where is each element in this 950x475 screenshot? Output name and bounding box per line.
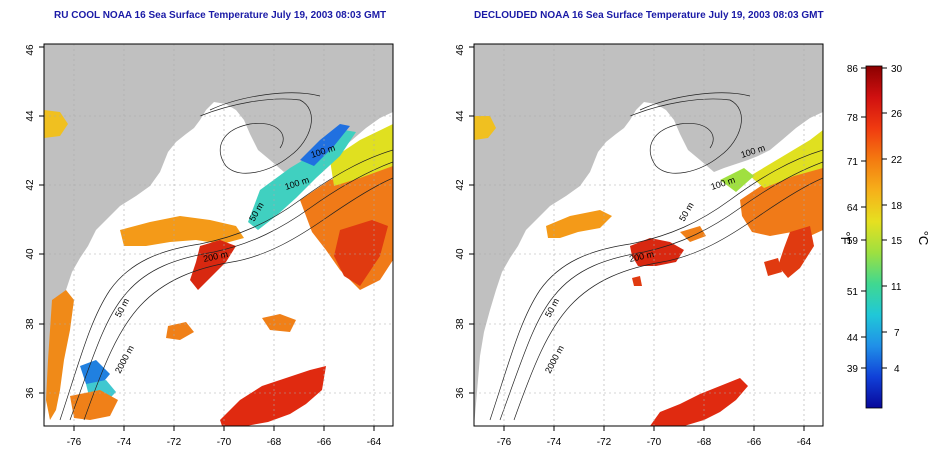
sst-patch-red-mid (190, 240, 236, 290)
colorbar-ticks (861, 67, 887, 369)
x-tick-label: -74 (547, 437, 562, 448)
celsius-tick-label: 11 (891, 282, 902, 293)
sst-patch-cyan-shelf (248, 130, 356, 230)
x-tick-label: -72 (167, 437, 182, 448)
x-tick-label: -76 (497, 437, 512, 448)
sst-patch-orange-mid (120, 216, 244, 246)
sst-patch-red-small (764, 258, 782, 276)
sst-patch-small-b (166, 322, 194, 340)
sst-patch-orange-south (70, 390, 118, 420)
y-tick-label: 46 (455, 44, 466, 56)
fahrenheit-tick-label: 86 (847, 64, 859, 75)
sst-patch-orange-small (680, 226, 706, 242)
y-tick-label: 44 (25, 110, 36, 122)
fahrenheit-tick-label: 51 (847, 287, 859, 298)
x-tick-label: -76 (67, 437, 82, 448)
x-tick-label: -64 (797, 437, 812, 448)
right-map-panel: 100 m 100 m 50 m 200 m 50 m 2000 m -76 -… (455, 43, 824, 448)
left-y-axis: 36 38 40 42 44 46 (25, 44, 44, 399)
right-map-title: DECLOUDED NOAA 16 Sea Surface Temperatur… (474, 10, 824, 21)
y-tick-label: 46 (25, 44, 36, 56)
sst-patch-hot-east (778, 226, 814, 278)
fahrenheit-unit-label: °F (838, 231, 853, 244)
land-east (340, 66, 393, 92)
celsius-tick-label: 26 (891, 109, 903, 120)
fahrenheit-tick-label: 59 (847, 236, 859, 247)
fahrenheit-tick-label: 71 (847, 157, 859, 168)
x-tick-label: -68 (697, 437, 712, 448)
sst-patch-gulfstream (220, 366, 326, 426)
sst-patch-yellow-ne (750, 130, 823, 188)
sst-patch-coast (46, 290, 74, 420)
right-map-frame (473, 43, 824, 427)
left-map-title: RU COOL NOAA 16 Sea Surface Temperature … (54, 10, 387, 21)
y-tick-label: 38 (25, 318, 36, 330)
colorbar-scale (865, 65, 883, 409)
x-tick-label: -64 (367, 437, 382, 448)
y-tick-label: 44 (455, 110, 466, 122)
land-east (770, 66, 823, 92)
sst-patch-blue-coast (80, 360, 110, 386)
celsius-tick-label: 18 (891, 201, 903, 212)
sst-patch-blue-shelf (300, 124, 350, 166)
celsius-tick-label: 4 (894, 364, 900, 375)
x-tick-label: -66 (317, 437, 332, 448)
y-tick-label: 40 (455, 248, 466, 260)
fahrenheit-tick-label: 39 (847, 364, 859, 375)
celsius-tick-label: 15 (891, 236, 903, 247)
fahrenheit-tick-label: 44 (847, 333, 859, 344)
x-tick-label: -74 (117, 437, 132, 448)
right-grid (474, 44, 823, 426)
land-nova-scotia (710, 74, 786, 110)
left-x-axis: -76 -74 -72 -70 -68 -66 -64 (67, 426, 382, 448)
sst-patch-orange-mid (546, 210, 612, 238)
land-nova-scotia (280, 74, 356, 110)
left-grid (44, 44, 393, 426)
sst-patch-gulfstream (650, 378, 748, 426)
fahrenheit-tick-label: 78 (847, 113, 859, 124)
x-tick-label: -70 (217, 437, 232, 448)
y-tick-label: 36 (25, 387, 36, 399)
y-tick-label: 38 (455, 318, 466, 330)
y-tick-label: 36 (455, 387, 466, 399)
sst-patch-hot-east (334, 220, 388, 286)
celsius-tick-label: 7 (894, 328, 900, 339)
sst-patch-yellow-west (474, 116, 496, 140)
x-tick-label: -72 (597, 437, 612, 448)
sst-patch-green-shelf (720, 168, 754, 192)
bathymetry-contours (59, 92, 393, 421)
y-tick-label: 42 (25, 179, 36, 191)
right-x-axis: -76 -74 -72 -70 -68 -66 -64 (497, 426, 812, 448)
sst-patch-yellow-west (44, 110, 68, 138)
x-tick-label: -66 (747, 437, 762, 448)
x-tick-label: -68 (267, 437, 282, 448)
y-tick-label: 40 (25, 248, 36, 260)
celsius-tick-label: 22 (891, 155, 903, 166)
bathymetry-contours (489, 92, 823, 421)
x-tick-label: -70 (647, 437, 662, 448)
fahrenheit-tick-label: 64 (847, 203, 859, 214)
celsius-tick-label: 30 (891, 64, 903, 75)
sst-patch-red-tiny (632, 276, 642, 286)
right-y-axis: 36 38 40 42 44 46 (455, 44, 474, 399)
temperature-colorbar: 86 78 71 64 59 51 44 39 30 26 22 18 15 1… (838, 64, 931, 409)
celsius-unit-label: °C (916, 231, 931, 246)
sst-patch-small-a (262, 314, 296, 332)
left-map-panel: 100 m 100 m 50 m 200 m 50 m 2000 m -76 -… (25, 43, 394, 448)
y-tick-label: 42 (455, 179, 466, 191)
left-map-frame (43, 43, 394, 427)
